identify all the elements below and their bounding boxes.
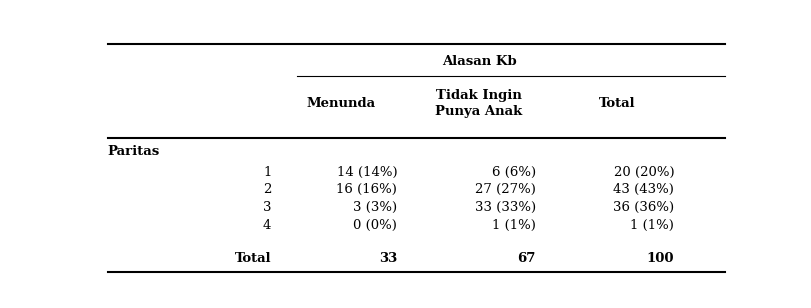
Text: 36 (36%): 36 (36%) bbox=[612, 201, 673, 214]
Text: 3 (3%): 3 (3%) bbox=[353, 201, 397, 214]
Text: Paritas: Paritas bbox=[108, 145, 160, 159]
Text: Menunda: Menunda bbox=[306, 97, 375, 110]
Text: 43 (43%): 43 (43%) bbox=[612, 184, 673, 197]
Text: 33: 33 bbox=[379, 252, 397, 265]
Text: 27 (27%): 27 (27%) bbox=[474, 184, 535, 197]
Text: 100: 100 bbox=[646, 252, 673, 265]
Text: 33 (33%): 33 (33%) bbox=[474, 201, 535, 214]
Text: 67: 67 bbox=[517, 252, 535, 265]
Text: 2: 2 bbox=[263, 184, 271, 197]
Text: 3: 3 bbox=[263, 201, 271, 214]
Text: 6 (6%): 6 (6%) bbox=[491, 166, 535, 179]
Text: 16 (16%): 16 (16%) bbox=[336, 184, 397, 197]
Text: Tidak Ingin
Punya Anak: Tidak Ingin Punya Anak bbox=[435, 89, 522, 118]
Text: 1 (1%): 1 (1%) bbox=[629, 219, 673, 232]
Text: Total: Total bbox=[234, 252, 271, 265]
Text: 1 (1%): 1 (1%) bbox=[491, 219, 535, 232]
Text: 4: 4 bbox=[263, 219, 271, 232]
Text: Alasan Kb: Alasan Kb bbox=[441, 55, 516, 68]
Text: 0 (0%): 0 (0%) bbox=[353, 219, 397, 232]
Text: Total: Total bbox=[599, 97, 635, 110]
Text: 1: 1 bbox=[263, 166, 271, 179]
Text: 20 (20%): 20 (20%) bbox=[613, 166, 673, 179]
Text: 14 (14%): 14 (14%) bbox=[337, 166, 397, 179]
